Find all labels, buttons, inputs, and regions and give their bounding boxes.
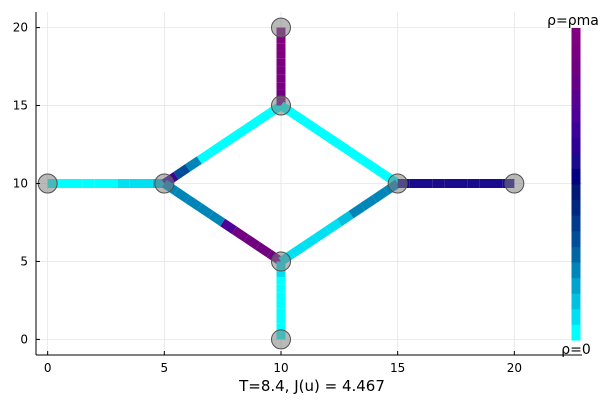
colorbar-swatch	[571, 230, 581, 247]
x-tick-label: 5	[161, 361, 169, 375]
colorbar-swatch	[571, 308, 581, 325]
edge-segment	[231, 125, 249, 141]
edge-segment	[196, 148, 214, 164]
edge-segment	[196, 203, 214, 219]
node-marker	[387, 173, 408, 194]
edge-segment	[255, 242, 272, 258]
colorbar-swatch	[571, 246, 581, 263]
node-marker	[271, 329, 291, 350]
colorbar-swatch	[571, 324, 581, 341]
edge-segment	[208, 210, 226, 227]
colorbar-swatch	[571, 184, 581, 201]
colorbar-swatch	[571, 90, 581, 107]
y-tick-label: 5	[20, 254, 28, 268]
colorbar-swatch	[571, 215, 581, 232]
edge-segment	[348, 148, 366, 164]
edge-segment	[336, 210, 354, 227]
edge-segment	[231, 226, 249, 242]
colorbar-swatch	[571, 28, 581, 45]
node-marker	[154, 173, 175, 194]
edge-segment	[243, 234, 261, 250]
colorbar-swatch	[571, 168, 581, 185]
colorbar-swatch	[571, 199, 581, 216]
edge-segment	[313, 226, 331, 242]
edge-segment	[301, 234, 319, 250]
colorbar-swatch	[571, 293, 581, 310]
edge-segment	[336, 140, 354, 157]
edge-segment	[348, 203, 366, 219]
colorbar-swatch	[571, 137, 581, 154]
edge-segment	[313, 125, 331, 141]
x-tick-label: 20	[507, 361, 522, 375]
x-axis-label: T=8.4, J(u) = 4.467	[238, 377, 385, 395]
edge-segment	[371, 187, 389, 203]
edge-segment	[220, 132, 237, 149]
node-marker	[271, 17, 291, 38]
colorbar-swatch	[571, 43, 581, 60]
edge-segment	[325, 132, 342, 149]
colorbar-top-label: ρ=ρma	[547, 13, 599, 29]
x-tick-label: 0	[44, 361, 52, 375]
edge-segment	[220, 218, 237, 235]
edge-segment	[325, 218, 342, 235]
node-marker	[271, 251, 291, 272]
edge-segment	[290, 109, 307, 125]
node-marker	[37, 173, 58, 194]
x-tick-label: 10	[273, 361, 288, 375]
node-marker	[504, 173, 525, 194]
edge-segment	[360, 195, 377, 211]
colorbar-swatch	[571, 74, 581, 91]
colorbar	[571, 28, 581, 341]
colorbar-swatch	[571, 277, 581, 294]
colorbar-swatch	[571, 121, 581, 138]
edge-segment	[208, 140, 226, 157]
y-tick-label: 10	[13, 177, 28, 191]
x-tick-label: 15	[390, 361, 405, 375]
edge-segment	[255, 109, 272, 125]
ticks: 0 5 10 15 20 0 5 10 15 20	[13, 21, 522, 375]
colorbar-swatch	[571, 59, 581, 76]
edge-segment	[301, 117, 319, 133]
colorbar-swatch	[571, 152, 581, 169]
edge-segment	[360, 156, 377, 172]
colorbar-swatch	[571, 106, 581, 123]
node-marker	[271, 95, 291, 116]
edge-segment	[290, 242, 307, 258]
edge-segment	[173, 187, 191, 203]
nodes	[37, 17, 525, 350]
y-tick-label: 20	[13, 21, 28, 35]
edge-segment	[173, 164, 191, 180]
edge-segment	[371, 164, 389, 180]
y-tick-label: 0	[20, 332, 28, 346]
y-tick-label: 15	[13, 99, 28, 113]
edge-segment	[185, 156, 202, 172]
edge-segment	[185, 195, 202, 211]
colorbar-swatch	[571, 262, 581, 279]
edge-segment	[243, 117, 261, 133]
colorbar-bottom-label: ρ=0	[561, 342, 591, 358]
